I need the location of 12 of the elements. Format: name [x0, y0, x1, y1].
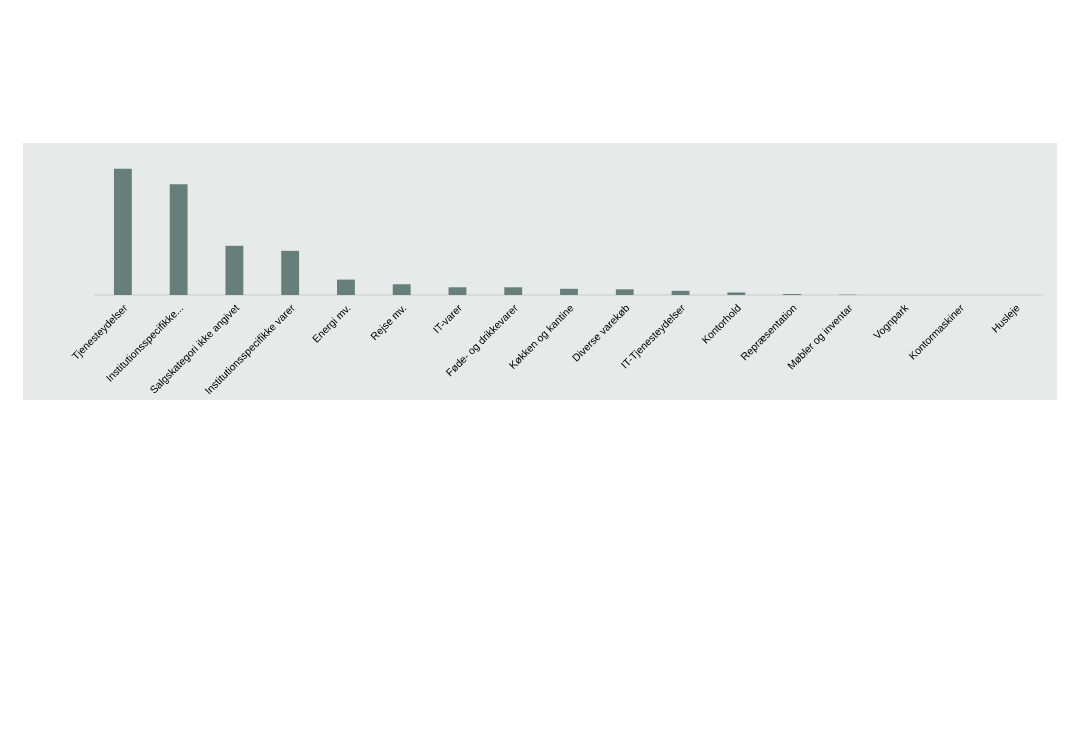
bar — [337, 279, 355, 295]
bar — [504, 287, 523, 295]
bar — [225, 245, 244, 295]
bar — [113, 168, 132, 295]
bar — [281, 250, 300, 295]
bar — [169, 184, 188, 295]
bar — [560, 288, 578, 295]
bar — [448, 287, 467, 295]
bar — [727, 292, 746, 295]
bar — [392, 284, 411, 295]
bar — [671, 290, 690, 295]
bar — [615, 289, 634, 295]
